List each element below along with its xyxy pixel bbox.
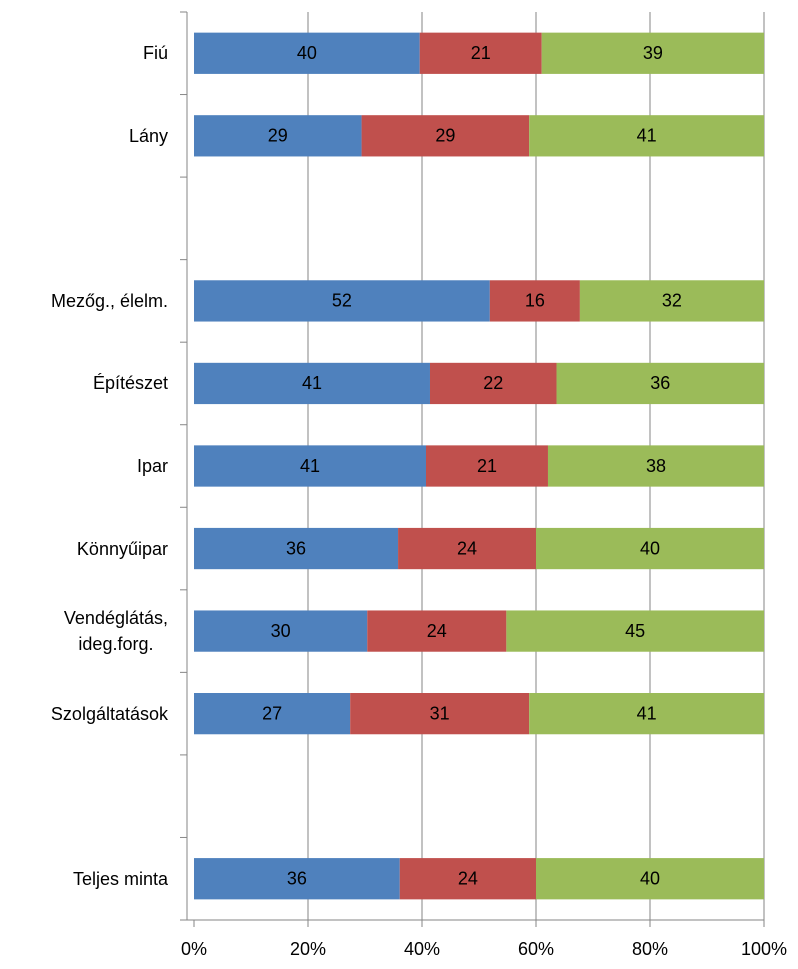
x-tick-label: 100% [741, 939, 787, 959]
data-label: 30 [271, 621, 291, 641]
data-label: 22 [483, 373, 503, 393]
bar-segment [194, 362, 430, 405]
x-tick-label: 20% [290, 939, 326, 959]
x-tick-label: 0% [181, 939, 207, 959]
data-label: 41 [300, 456, 320, 476]
x-tick-label: 40% [404, 939, 440, 959]
y-tick-label: Vendéglátás, ideg.forg. [63, 608, 168, 655]
bar-segment [194, 693, 351, 735]
data-label: 45 [625, 621, 645, 641]
data-label: 40 [640, 538, 660, 558]
bar-segment [194, 280, 490, 322]
bar-segment [547, 445, 764, 487]
x-tick-label: 80% [632, 939, 668, 959]
y-tick-label: Építészet [92, 373, 168, 394]
data-label: 41 [637, 126, 657, 146]
y-tick-label: Teljes minta [72, 868, 168, 889]
bar-segment [541, 32, 764, 74]
x-tick-label: 60% [518, 939, 554, 959]
data-label: 36 [286, 538, 306, 558]
data-label: 36 [650, 373, 670, 393]
data-label: 24 [427, 621, 447, 641]
y-tick-label: Könnyűipar [76, 538, 168, 559]
bar-segment [425, 445, 548, 487]
data-label: 29 [268, 126, 288, 146]
data-label: 21 [471, 43, 491, 63]
data-label: 27 [262, 703, 282, 723]
bar-segment [536, 858, 764, 900]
bar-segment [194, 115, 362, 157]
bar-segment [361, 115, 530, 157]
bar-segment [399, 858, 536, 900]
y-tick-label: Szolgáltatások [50, 703, 168, 724]
bar-segment [529, 693, 764, 735]
bar-segment [579, 280, 764, 322]
data-label: 29 [435, 126, 455, 146]
y-tick-label: Fiú [142, 43, 168, 64]
data-label: 21 [477, 456, 497, 476]
bar-segment [429, 362, 557, 405]
y-tick-label: Lány [128, 125, 168, 146]
y-tick-label: Mezőg., élelm. [50, 290, 168, 311]
bar-segment [194, 858, 400, 900]
bar-segment [350, 693, 530, 735]
data-label: 40 [297, 43, 317, 63]
data-label: 16 [525, 291, 545, 311]
data-label: 36 [287, 868, 307, 888]
data-label: 24 [458, 868, 478, 888]
bar-segment [556, 362, 764, 405]
data-label: 24 [457, 538, 477, 558]
bar-segment [367, 610, 507, 652]
bar-segment [194, 445, 426, 487]
bar-segment [529, 115, 764, 157]
data-label: 38 [646, 456, 666, 476]
bar-segment [194, 610, 368, 652]
bar-segment [194, 32, 420, 74]
bar-segment [536, 527, 764, 570]
data-label: 32 [662, 291, 682, 311]
bar-segment [194, 527, 399, 570]
data-label: 52 [332, 291, 352, 311]
bar-segment [419, 32, 542, 74]
y-tick-label: Ipar [136, 456, 168, 476]
data-label: 39 [643, 43, 663, 63]
bar-segment [506, 610, 764, 652]
data-label: 31 [430, 703, 450, 723]
data-label: 41 [637, 703, 657, 723]
bar-segment [489, 280, 580, 322]
bar-segment [398, 527, 536, 570]
data-label: 40 [640, 868, 660, 888]
data-label: 41 [302, 373, 322, 393]
